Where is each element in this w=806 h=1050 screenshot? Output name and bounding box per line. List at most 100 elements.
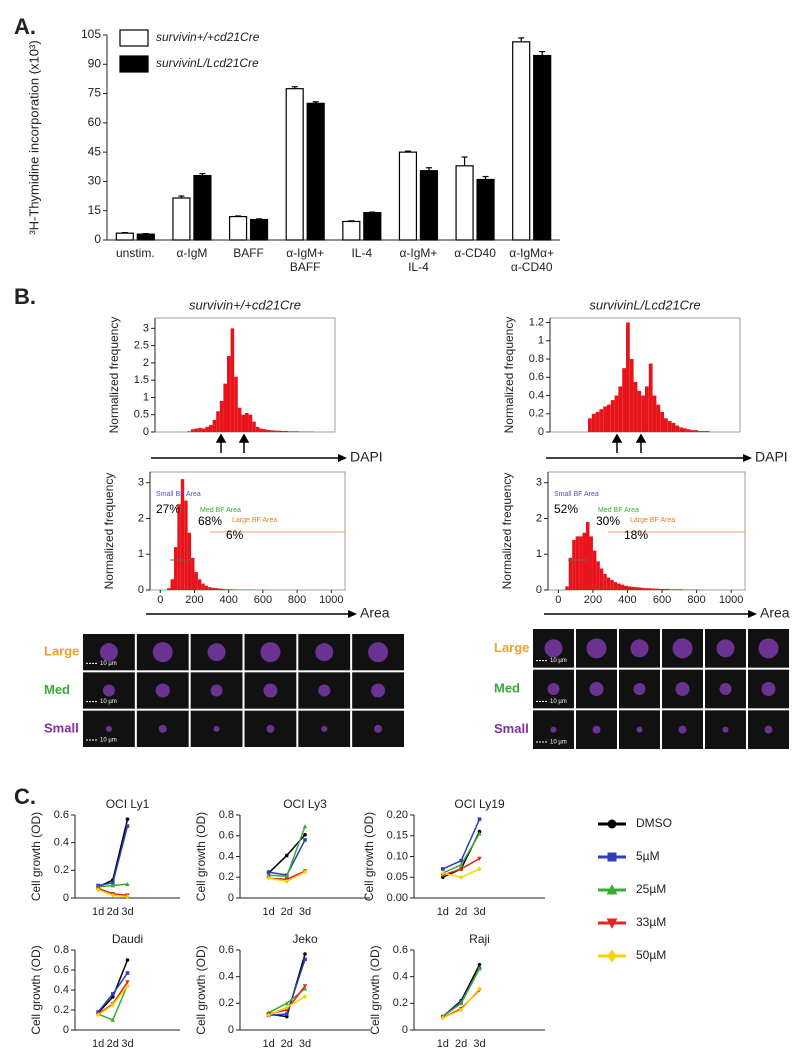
- scale-bar-label: 10 µm: [100, 661, 117, 667]
- cell: [315, 643, 334, 662]
- y-tick-label: 1: [538, 335, 544, 347]
- cell: [155, 683, 170, 698]
- marker: [110, 1017, 115, 1022]
- y-tick-label: 0.15: [387, 830, 408, 842]
- y-tick-label: 0: [94, 232, 101, 246]
- cell: [263, 683, 278, 698]
- x-tick-label: 1d: [437, 906, 449, 918]
- histogram-bar: [288, 431, 292, 432]
- histogram-bar: [614, 395, 619, 432]
- y-axis-label: Normalized frequency: [500, 473, 514, 590]
- histogram-bar: [270, 430, 274, 432]
- histogram-bar: [230, 328, 235, 432]
- x-tick-label: BAFF: [290, 260, 321, 274]
- marker: [284, 1008, 289, 1013]
- cell: [716, 639, 735, 658]
- histogram-bar: [281, 430, 285, 432]
- histogram-bar: [599, 409, 604, 432]
- histogram-bar: [627, 586, 631, 590]
- y-tick-label: 0.4: [219, 971, 234, 983]
- bar: [533, 54, 552, 241]
- marker: [110, 1002, 115, 1008]
- marker: [303, 869, 307, 875]
- histogram-bar: [683, 428, 687, 432]
- marker: [111, 992, 115, 996]
- marker: [266, 870, 271, 874]
- y-tick-label: 0.2: [393, 997, 408, 1009]
- y-tick-label: 0.4: [54, 837, 69, 849]
- cell: [719, 683, 732, 695]
- chart-title: OCI Ly3: [283, 797, 327, 811]
- marker: [459, 1000, 464, 1006]
- cell: [158, 724, 167, 733]
- histogram-bar: [575, 536, 580, 590]
- cell: [266, 724, 275, 733]
- marker: [303, 838, 307, 842]
- marker: [477, 817, 482, 821]
- histogram-bar: [592, 550, 597, 590]
- x-tick-label: α-CD40: [454, 246, 496, 260]
- legend-label: 33µM: [636, 915, 666, 929]
- legend-swatch: [119, 29, 149, 47]
- histogram-bar: [198, 427, 202, 432]
- histogram-bar: [208, 587, 212, 590]
- marker: [266, 875, 271, 881]
- x-axis-label: DAPI: [755, 449, 788, 465]
- x-tick-label: 1d: [262, 906, 274, 918]
- annotation: 27%: [156, 502, 180, 516]
- cell: [761, 682, 776, 696]
- marker: [477, 986, 482, 992]
- marker: [440, 1015, 445, 1021]
- cell: [722, 726, 729, 733]
- histogram-bar: [645, 386, 649, 432]
- cell: [210, 684, 223, 697]
- x-tick-label: 1000: [319, 594, 343, 606]
- marker: [111, 880, 115, 885]
- bar: [363, 212, 382, 241]
- annotation: 68%: [198, 514, 222, 528]
- marker: [607, 949, 617, 963]
- y-axis-label: Normalized frequency: [102, 473, 116, 590]
- y-tick-label: 2: [536, 512, 542, 524]
- y-tick-label: 0.6: [54, 809, 69, 821]
- histogram-bar: [607, 404, 611, 432]
- bar: [193, 174, 212, 241]
- y-tick-label: 0.2: [219, 871, 234, 883]
- y-axis-label: Cell growth (OD): [362, 812, 376, 901]
- histogram-bar: [648, 588, 652, 590]
- histogram-bar: [648, 363, 653, 432]
- x-tick-label: 3d: [473, 906, 485, 918]
- marker: [266, 872, 271, 877]
- histogram-bar: [624, 585, 628, 590]
- histogram-bar: [686, 429, 691, 432]
- histogram-bar: [637, 390, 642, 432]
- y-axis-label: ³H-Thymidine incorporation (x10³): [26, 40, 41, 234]
- x-tick-label: 200: [584, 594, 602, 606]
- x-arrow-head: [748, 610, 757, 618]
- cell: [630, 639, 649, 658]
- histogram-bar: [218, 588, 222, 590]
- x-tick-label: α-IgM: [176, 246, 207, 260]
- y-tick-label: 45: [88, 144, 102, 158]
- histogram-bar: [620, 584, 625, 590]
- annotation: 52%: [554, 502, 578, 516]
- y-axis-label: Cell growth (OD): [29, 945, 43, 1034]
- y-axis-label: Cell growth (OD): [29, 812, 43, 901]
- x-tick-label: 400: [220, 594, 238, 606]
- histogram-bar: [295, 431, 299, 432]
- x-tick-label: 3d: [299, 906, 311, 918]
- x-tick-label: 2d: [281, 1038, 293, 1050]
- y-tick-label: 0.6: [393, 944, 408, 956]
- x-tick-label: 800: [687, 594, 705, 606]
- scale-bar-label: 10 µm: [550, 658, 567, 664]
- histogram-bar: [679, 427, 683, 432]
- legend-label: survivinL/Lcd21Cre: [156, 56, 259, 70]
- histogram-bar: [252, 421, 256, 432]
- histogram-bar: [221, 588, 226, 590]
- row-label: Med: [44, 682, 70, 697]
- histogram-bar: [209, 425, 213, 432]
- y-tick-label: 0.2: [54, 1004, 69, 1016]
- y-tick-label: 0.8: [219, 809, 234, 821]
- histogram-bar: [234, 376, 238, 432]
- bar: [136, 233, 155, 241]
